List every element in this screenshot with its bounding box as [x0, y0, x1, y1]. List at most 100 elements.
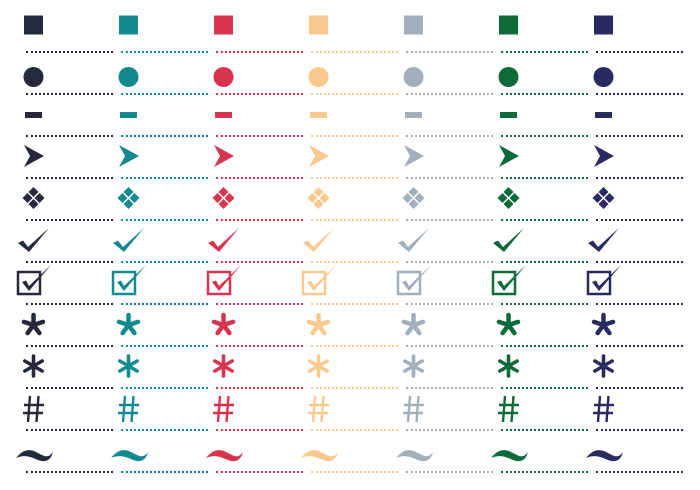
- asterisk-round-slate-gray-icon: [396, 346, 446, 386]
- checkbox-checked-navy-icon: [586, 263, 636, 303]
- dotted-divider: [596, 93, 683, 95]
- asterisk-round-charcoal-icon: [16, 346, 66, 386]
- checkmark-crimson-icon: [206, 220, 256, 260]
- dotted-divider: [121, 387, 208, 389]
- dotted-divider: [26, 51, 113, 53]
- dotted-divider: [406, 345, 493, 347]
- dotted-divider: [121, 345, 208, 347]
- asterisk-bold-slate-gray-icon: [396, 305, 446, 345]
- dotted-divider: [216, 261, 303, 263]
- asterisk-round-crimson-icon: [206, 346, 256, 386]
- dotted-divider: [501, 471, 588, 473]
- circle-crimson-icon: [206, 57, 256, 97]
- tilde-charcoal-icon: [16, 435, 66, 475]
- dotted-divider: [311, 93, 398, 95]
- dotted-divider: [406, 471, 493, 473]
- arrowhead-peach-icon: [301, 136, 351, 176]
- square-navy-icon: [586, 5, 636, 45]
- arrowhead-navy-icon: [586, 136, 636, 176]
- checkmark-slate-gray-icon: [396, 220, 446, 260]
- dotted-divider: [26, 429, 113, 431]
- dotted-divider: [311, 135, 398, 137]
- tilde-navy-icon: [586, 435, 636, 475]
- dotted-divider: [26, 219, 113, 221]
- dotted-divider: [501, 345, 588, 347]
- tilde-crimson-icon: [206, 435, 256, 475]
- dotted-divider: [311, 51, 398, 53]
- dotted-divider: [596, 219, 683, 221]
- dotted-divider: [501, 429, 588, 431]
- dotted-divider: [501, 261, 588, 263]
- circle-slate-gray-icon: [396, 57, 446, 97]
- hash-crimson-icon: [206, 389, 256, 429]
- tilde-teal-icon: [111, 435, 161, 475]
- dotted-divider: [596, 345, 683, 347]
- dotted-divider: [26, 471, 113, 473]
- dotted-divider: [406, 261, 493, 263]
- square-crimson-icon: [206, 5, 256, 45]
- dash-teal-icon: [111, 95, 161, 135]
- dotted-divider: [121, 429, 208, 431]
- dotted-divider: [121, 303, 208, 305]
- dotted-divider: [26, 387, 113, 389]
- dotted-divider: [311, 303, 398, 305]
- asterisk-round-peach-icon: [301, 346, 351, 386]
- dotted-divider: [501, 51, 588, 53]
- dotted-divider: [216, 345, 303, 347]
- hash-navy-icon: [586, 389, 636, 429]
- dotted-divider: [216, 135, 303, 137]
- dotted-divider: [501, 93, 588, 95]
- diamond-cluster-forest-green-icon: [491, 178, 541, 218]
- dotted-divider: [406, 93, 493, 95]
- asterisk-bold-charcoal-icon: [16, 305, 66, 345]
- diamond-cluster-charcoal-icon: [16, 178, 66, 218]
- tilde-forest-green-icon: [491, 435, 541, 475]
- asterisk-bold-teal-icon: [111, 305, 161, 345]
- dotted-divider: [311, 261, 398, 263]
- asterisk-round-forest-green-icon: [491, 346, 541, 386]
- square-peach-icon: [301, 5, 351, 45]
- dotted-divider: [216, 303, 303, 305]
- asterisk-bold-peach-icon: [301, 305, 351, 345]
- dotted-divider: [121, 219, 208, 221]
- dotted-divider: [311, 177, 398, 179]
- diamond-cluster-teal-icon: [111, 178, 161, 218]
- dotted-divider: [26, 93, 113, 95]
- diamond-cluster-navy-icon: [586, 178, 636, 218]
- dash-forest-green-icon: [491, 95, 541, 135]
- square-teal-icon: [111, 5, 161, 45]
- dotted-divider: [216, 219, 303, 221]
- asterisk-bold-navy-icon: [586, 305, 636, 345]
- dotted-divider: [311, 219, 398, 221]
- square-forest-green-icon: [491, 5, 541, 45]
- dotted-divider: [311, 429, 398, 431]
- circle-navy-icon: [586, 57, 636, 97]
- dotted-divider: [406, 387, 493, 389]
- checkmark-forest-green-icon: [491, 220, 541, 260]
- checkbox-checked-peach-icon: [301, 263, 351, 303]
- asterisk-bold-forest-green-icon: [491, 305, 541, 345]
- dotted-divider: [26, 177, 113, 179]
- dash-slate-gray-icon: [396, 95, 446, 135]
- checkbox-checked-crimson-icon: [206, 263, 256, 303]
- square-charcoal-icon: [16, 5, 66, 45]
- tilde-slate-gray-icon: [396, 435, 446, 475]
- dotted-divider: [501, 177, 588, 179]
- arrowhead-crimson-icon: [206, 136, 256, 176]
- dotted-divider: [406, 177, 493, 179]
- dotted-divider: [26, 135, 113, 137]
- checkbox-checked-slate-gray-icon: [396, 263, 446, 303]
- asterisk-round-teal-icon: [111, 346, 161, 386]
- dash-peach-icon: [301, 95, 351, 135]
- dotted-divider: [406, 219, 493, 221]
- asterisk-bold-crimson-icon: [206, 305, 256, 345]
- dotted-divider: [311, 471, 398, 473]
- dotted-divider: [216, 387, 303, 389]
- dotted-divider: [216, 429, 303, 431]
- diamond-cluster-peach-icon: [301, 178, 351, 218]
- checkbox-checked-forest-green-icon: [491, 263, 541, 303]
- dotted-divider: [406, 429, 493, 431]
- hash-charcoal-icon: [16, 389, 66, 429]
- circle-charcoal-icon: [16, 57, 66, 97]
- hash-slate-gray-icon: [396, 389, 446, 429]
